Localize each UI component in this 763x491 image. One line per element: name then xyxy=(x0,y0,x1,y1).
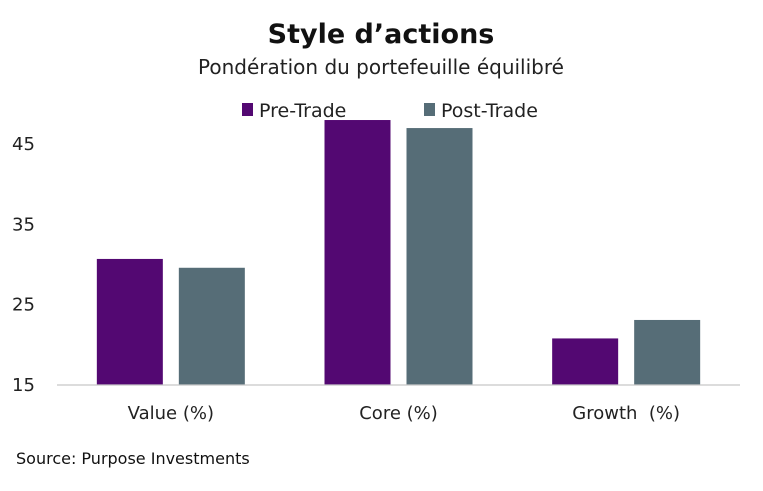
legend: Pre-Trade Post-Trade xyxy=(242,100,538,122)
legend-label-pre-trade: Pre-Trade xyxy=(259,100,346,122)
bar-post-trade-2 xyxy=(634,319,701,385)
chart-subtitle: Pondération du portefeuille équilibré xyxy=(198,55,564,79)
bar-pre-trade-1 xyxy=(324,120,391,385)
x-axis-categories: Value (%) Core (%) Growth (%) xyxy=(128,403,680,424)
chart-title: Style d’actions xyxy=(268,19,495,50)
x-category-label: Core (%) xyxy=(359,403,438,424)
x-category-label: Growth (%) xyxy=(572,403,680,424)
bar-post-trade-1 xyxy=(406,128,473,385)
legend-swatch-post-trade xyxy=(424,103,435,116)
y-tick-label: 35 xyxy=(12,214,35,235)
bar-pre-trade-0 xyxy=(96,258,163,385)
y-tick-label: 15 xyxy=(12,375,35,396)
legend-swatch-pre-trade xyxy=(242,103,253,116)
legend-label-post-trade: Post-Trade xyxy=(441,100,538,122)
y-axis-ticks: 15 25 35 45 xyxy=(12,134,35,396)
source-note: Source: Purpose Investments xyxy=(16,449,250,468)
y-tick-label: 45 xyxy=(12,134,35,155)
y-tick-label: 25 xyxy=(12,295,35,316)
bar-post-trade-0 xyxy=(178,267,245,385)
x-category-label: Value (%) xyxy=(128,403,214,424)
bar-pre-trade-2 xyxy=(552,338,619,385)
bars xyxy=(96,120,701,385)
